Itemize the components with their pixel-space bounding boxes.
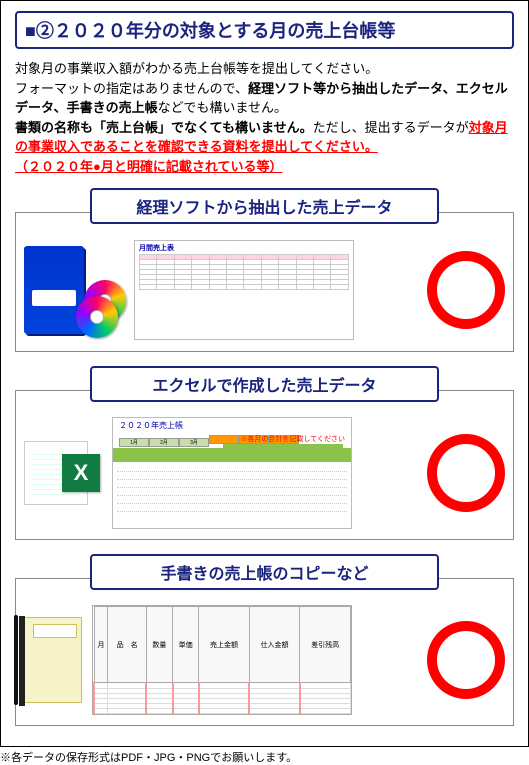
illustration-software: Software 月間売上表: [24, 240, 354, 340]
intro-text: 対象月の事業収入額がわかる売上台帳等を提出してください。 フォーマットの指定はあ…: [15, 59, 514, 176]
ok-circle-icon: [427, 251, 505, 329]
excel-title: ２０２０年売上帳: [119, 420, 183, 431]
excel-red-note: ※各月の合計を記載してください: [240, 434, 345, 444]
footer-note: ※各データの保存形式はPDF・JPG・PNGでお願いします。: [0, 749, 529, 765]
intro-line-5: （２０２０年●月と明確に記載されている等）: [15, 159, 282, 174]
section-title-3: 手書きの売上帳のコピーなど: [90, 554, 439, 590]
excel-grid: ２０２０年売上帳 1月2月3月 ※各月の合計を記載してください: [112, 417, 352, 529]
excel-rows: [117, 464, 347, 526]
section-excel: エクセルで作成した売上データ X ２０２０年売上帳 1月2月3月 ※各月の合計を…: [15, 366, 514, 540]
ledger-col: 単価: [173, 607, 199, 683]
intro-line-2a: フォーマットの指定はありませんので、: [15, 81, 248, 96]
illustration-notebook: 月 品 名 数量 単価 売上金額 仕入金額 差引残高: [24, 605, 354, 715]
ok-circle-icon: [427, 621, 505, 699]
ledger-col: 売上金額: [199, 607, 250, 683]
ledger-col: 仕入金額: [249, 607, 300, 683]
section-body-3: 月 品 名 数量 単価 売上金額 仕入金額 差引残高: [15, 578, 514, 726]
intro-line-3b: ただし、提出するデータが: [313, 120, 469, 135]
ledger-col: 品 名: [108, 607, 146, 683]
disc-icons: [76, 280, 128, 340]
ledger-col: 差引残高: [300, 607, 351, 683]
section-title-1: 経理ソフトから抽出した売上データ: [90, 188, 439, 224]
notebook-icon: [24, 617, 82, 703]
ledger-table: 月 品 名 数量 単価 売上金額 仕入金額 差引残高: [92, 605, 352, 715]
pencil-icon: [14, 615, 18, 705]
section-body-2: X ２０２０年売上帳 1月2月3月 ※各月の合計を記載してください: [15, 390, 514, 540]
section-title-2: エクセルで作成した売上データ: [90, 366, 439, 402]
excel-x-badge: X: [62, 454, 100, 492]
sheet-table: [139, 254, 349, 290]
section-software: 経理ソフトから抽出した売上データ Software 月間売上表: [15, 188, 514, 352]
intro-line-3a: 書類の名称も「売上台帳」でなくても構いません。: [15, 120, 313, 135]
software-label: Software: [30, 294, 68, 304]
intro-line-1: 対象月の事業収入額がわかる売上台帳等を提出してください。: [15, 61, 378, 76]
page-title: ■②２０２０年分の対象とする月の売上台帳等: [15, 11, 514, 49]
software-box-icon: Software: [24, 246, 84, 334]
disc-icon: [76, 296, 118, 338]
intro-line-2c: などでも構いません。: [158, 100, 287, 115]
section-handwritten: 手書きの売上帳のコピーなど 月 品 名 数量 単価 売上金額: [15, 554, 514, 726]
data-sheet: 月間売上表: [134, 240, 354, 340]
ok-circle-icon: [427, 434, 505, 512]
excel-bar: [113, 448, 351, 462]
notebook: [24, 617, 82, 703]
ledger-col: 月: [94, 607, 108, 683]
excel-icon: X: [24, 441, 106, 505]
ledger-col: 数量: [146, 607, 172, 683]
sheet-header: 月間売上表: [139, 245, 349, 252]
page: ■②２０２０年分の対象とする月の売上台帳等 対象月の事業収入額がわかる売上台帳等…: [0, 0, 529, 747]
section-body-1: Software 月間売上表: [15, 212, 514, 352]
illustration-excel: X ２０２０年売上帳 1月2月3月 ※各月の合計を記載してください: [24, 417, 354, 529]
